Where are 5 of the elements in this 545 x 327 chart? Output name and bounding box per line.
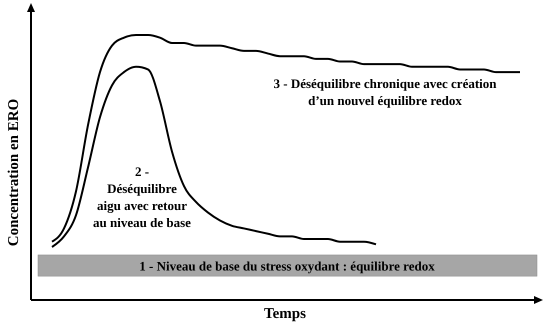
- series-label: 3 - Déséquilibre chronique avec création d’un nouvel équilibre redox: [273, 76, 498, 108]
- band-label: 1 - Niveau de base du stress oxydant : équilibre redox: [139, 258, 436, 274]
- x-axis-title: Temps: [264, 306, 306, 322]
- series-label: 2 - Déséquilibre aigu avec retour au niveau de base: [93, 164, 192, 230]
- y-axis-title: Concentration en ERO: [6, 98, 22, 246]
